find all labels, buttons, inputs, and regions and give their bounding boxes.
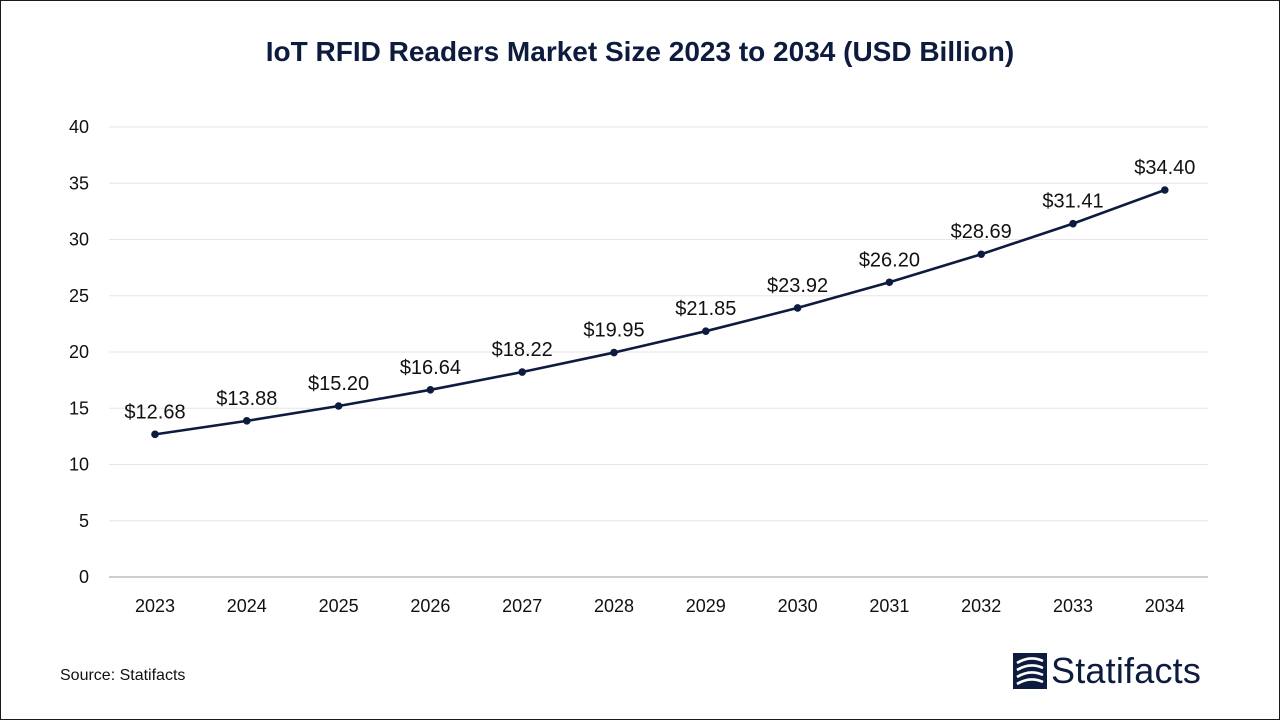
data-label: $31.41 bbox=[1042, 191, 1103, 213]
data-point bbox=[1069, 219, 1077, 228]
x-tick-label: 2026 bbox=[410, 596, 450, 616]
data-label: $21.85 bbox=[675, 298, 736, 320]
data-point bbox=[885, 278, 894, 287]
y-tick-label: 35 bbox=[69, 173, 89, 193]
x-tick-label: 2030 bbox=[778, 596, 818, 616]
y-tick-label: 20 bbox=[69, 342, 89, 362]
source-note: Source: Statifacts bbox=[60, 667, 186, 684]
statifacts-logo: Statifacts bbox=[1013, 650, 1202, 691]
data-point bbox=[793, 304, 802, 312]
data-label: $18.22 bbox=[492, 339, 553, 361]
x-tick-label: 2033 bbox=[1053, 596, 1093, 616]
data-point bbox=[702, 327, 710, 335]
data-label: $12.68 bbox=[124, 401, 185, 423]
data-label: $13.88 bbox=[216, 388, 277, 410]
data-point bbox=[334, 402, 343, 410]
data-point bbox=[610, 348, 618, 357]
statifacts-logo-icon bbox=[1013, 653, 1047, 689]
data-point bbox=[243, 417, 251, 425]
data-label: $28.69 bbox=[951, 221, 1012, 243]
data-point bbox=[977, 250, 985, 259]
data-label: $23.92 bbox=[767, 275, 828, 297]
y-tick-label: 10 bbox=[69, 455, 89, 475]
x-tick-label: 2028 bbox=[594, 596, 634, 616]
x-tick-label: 2027 bbox=[502, 596, 542, 616]
chart-title: IoT RFID Readers Market Size 2023 to 203… bbox=[265, 36, 1015, 67]
data-label: $26.20 bbox=[859, 249, 920, 271]
x-tick-label: 2031 bbox=[869, 596, 909, 616]
data-point bbox=[151, 430, 159, 439]
data-point bbox=[518, 368, 526, 376]
data-label: $15.20 bbox=[308, 373, 369, 395]
data-label: $16.64 bbox=[400, 357, 461, 379]
data-label: $34.40 bbox=[1134, 157, 1195, 179]
logo-wordmark: Statifacts bbox=[1051, 650, 1202, 691]
y-tick-label: 0 bbox=[79, 567, 89, 587]
y-tick-label: 25 bbox=[69, 286, 89, 306]
series-line bbox=[154, 188, 1166, 436]
x-tick-label: 2025 bbox=[319, 596, 359, 616]
data-point bbox=[1161, 186, 1169, 194]
y-tick-label: 15 bbox=[69, 398, 89, 418]
x-tick-label: 2023 bbox=[135, 596, 175, 616]
x-tick-label: 2029 bbox=[686, 596, 726, 616]
y-tick-label: 40 bbox=[69, 117, 89, 137]
y-tick-label: 30 bbox=[69, 230, 89, 250]
data-point bbox=[426, 386, 435, 394]
x-tick-label: 2024 bbox=[227, 596, 267, 616]
y-tick-label: 5 bbox=[79, 511, 89, 531]
data-label: $19.95 bbox=[583, 320, 644, 342]
x-tick-label: 2034 bbox=[1145, 596, 1185, 616]
x-tick-label: 2032 bbox=[961, 596, 1001, 616]
